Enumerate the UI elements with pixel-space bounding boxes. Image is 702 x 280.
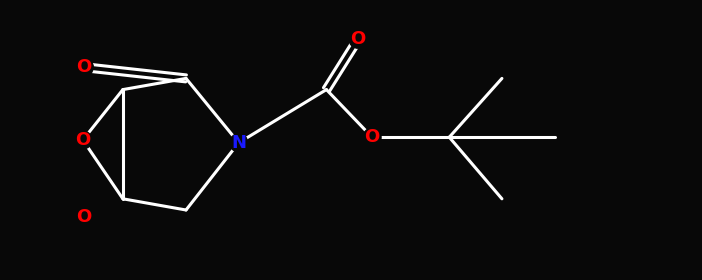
Text: O: O [364,128,380,146]
Text: N: N [231,134,246,152]
Circle shape [349,30,367,48]
Circle shape [75,58,93,76]
Text: O: O [77,208,92,226]
Circle shape [230,134,248,152]
Circle shape [363,128,381,146]
Text: O: O [350,30,366,48]
Text: O: O [75,131,91,149]
Circle shape [74,131,92,149]
Circle shape [75,208,93,226]
Text: O: O [77,58,92,76]
